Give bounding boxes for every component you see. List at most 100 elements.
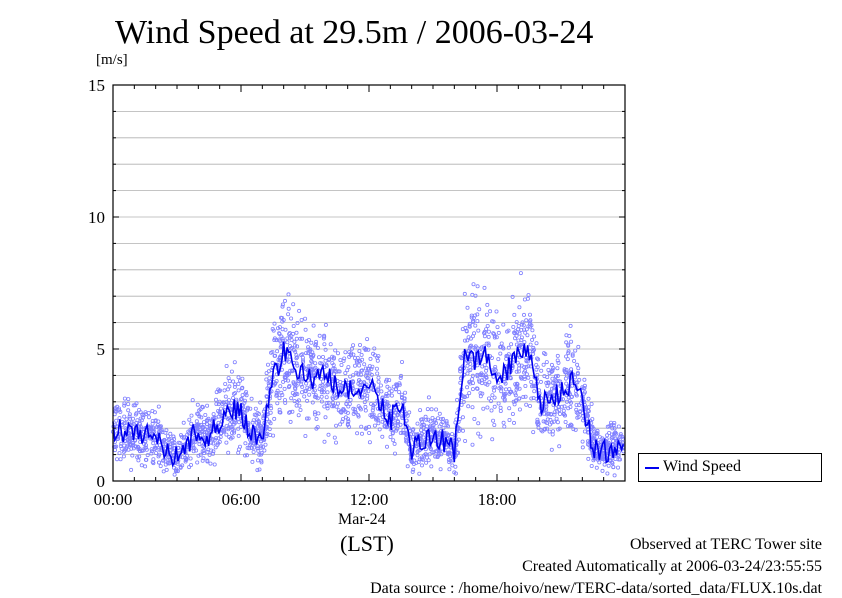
scatter-point [485, 302, 490, 307]
scatter-point [482, 285, 487, 290]
scatter-point [253, 406, 258, 411]
scatter-point [190, 398, 195, 403]
scatter-point [230, 426, 235, 431]
x-axis-unit-label: (LST) [340, 531, 394, 556]
scatter-point [306, 345, 311, 350]
scatter-point [242, 398, 247, 403]
legend: Wind Speed [638, 453, 822, 482]
scatter-point [236, 381, 241, 386]
scatter-point [286, 312, 291, 317]
scatter-point [504, 353, 509, 358]
scatter-point [512, 420, 517, 425]
scatter-point [522, 312, 527, 317]
x-tick-label: 00:00 [94, 490, 133, 509]
scatter-point [383, 379, 388, 384]
scatter-point [398, 375, 403, 380]
scatter-point [232, 384, 237, 389]
scatter-point [482, 334, 487, 339]
scatter-point [582, 383, 587, 388]
scatter-point [534, 341, 539, 346]
scatter-point [207, 424, 212, 429]
scatter-point [353, 407, 358, 412]
scatter-point [435, 416, 440, 421]
scatter-point [285, 378, 290, 383]
scatter-point [325, 406, 330, 411]
scatter-point [544, 360, 549, 365]
scatter-point [146, 410, 151, 415]
scatter-point [594, 430, 599, 435]
scatter-point [535, 419, 540, 424]
scatter-point [460, 327, 465, 332]
scatter-point [466, 335, 471, 340]
scatter-point [225, 416, 230, 421]
scatter-point [315, 425, 320, 430]
scatter-point [354, 358, 359, 363]
scatter-point [416, 448, 421, 453]
scatter-point [285, 340, 290, 345]
scatter-point [598, 435, 603, 440]
scatter-point [580, 439, 585, 444]
scatter-point [594, 465, 599, 470]
scatter-point [282, 375, 287, 380]
scatter-point [343, 415, 348, 420]
scatter-point [127, 412, 132, 417]
scatter-point [266, 381, 271, 386]
scatter-point [424, 460, 429, 465]
scatter-point [473, 293, 478, 298]
scatter-point [370, 364, 375, 369]
scatter-point [213, 397, 218, 402]
scatter-point [492, 395, 497, 400]
scatter-point [229, 401, 234, 406]
scatter-point [295, 344, 300, 349]
scatter-point [467, 379, 472, 384]
scatter-point [139, 463, 144, 468]
scatter-point [491, 418, 496, 423]
scatter-point [468, 361, 473, 366]
scatter-point [550, 380, 555, 385]
scatter-point [339, 362, 344, 367]
scatter-point [514, 387, 519, 392]
scatter-point [479, 373, 484, 378]
scatter-point [344, 401, 349, 406]
scatter-point [236, 426, 241, 431]
scatter-point [544, 402, 549, 407]
scatter-point [195, 460, 200, 465]
scatter-point [305, 385, 310, 390]
scatter-point [124, 446, 129, 451]
scatter-point [564, 373, 569, 378]
scatter-point [542, 374, 547, 379]
scatter-point [531, 383, 536, 388]
scatter-point [197, 408, 202, 413]
scatter-point [256, 448, 261, 453]
scatter-point [486, 329, 491, 334]
scatter-point [411, 467, 416, 472]
scatter-point [298, 336, 303, 341]
scatter-point [268, 410, 273, 415]
scatter-point [510, 411, 515, 416]
scatter-point [282, 398, 287, 403]
scatter-point [476, 328, 481, 333]
scatter-point [122, 396, 127, 401]
scatter-point [545, 426, 550, 431]
scatter-point [589, 401, 594, 406]
scatter-point [290, 368, 295, 373]
scatter-point [605, 433, 610, 438]
scatter-point [226, 401, 231, 406]
scatter-point [299, 390, 304, 395]
scatter-point [218, 406, 223, 411]
scatter-point [376, 387, 381, 392]
scatter-point [342, 356, 347, 361]
scatter-point [124, 417, 129, 422]
scatter-point [289, 334, 294, 339]
scatter-point [370, 408, 375, 413]
scatter-point [233, 391, 238, 396]
scatter-point [466, 404, 471, 409]
scatter-point [395, 419, 400, 424]
scatter-point [247, 446, 252, 451]
scatter-point [398, 430, 403, 435]
scatter-point [294, 361, 299, 366]
scatter-point [498, 408, 503, 413]
scatter-point [217, 409, 222, 414]
legend-label-wind-speed: Wind Speed [663, 458, 742, 475]
scatter-point [472, 331, 477, 336]
